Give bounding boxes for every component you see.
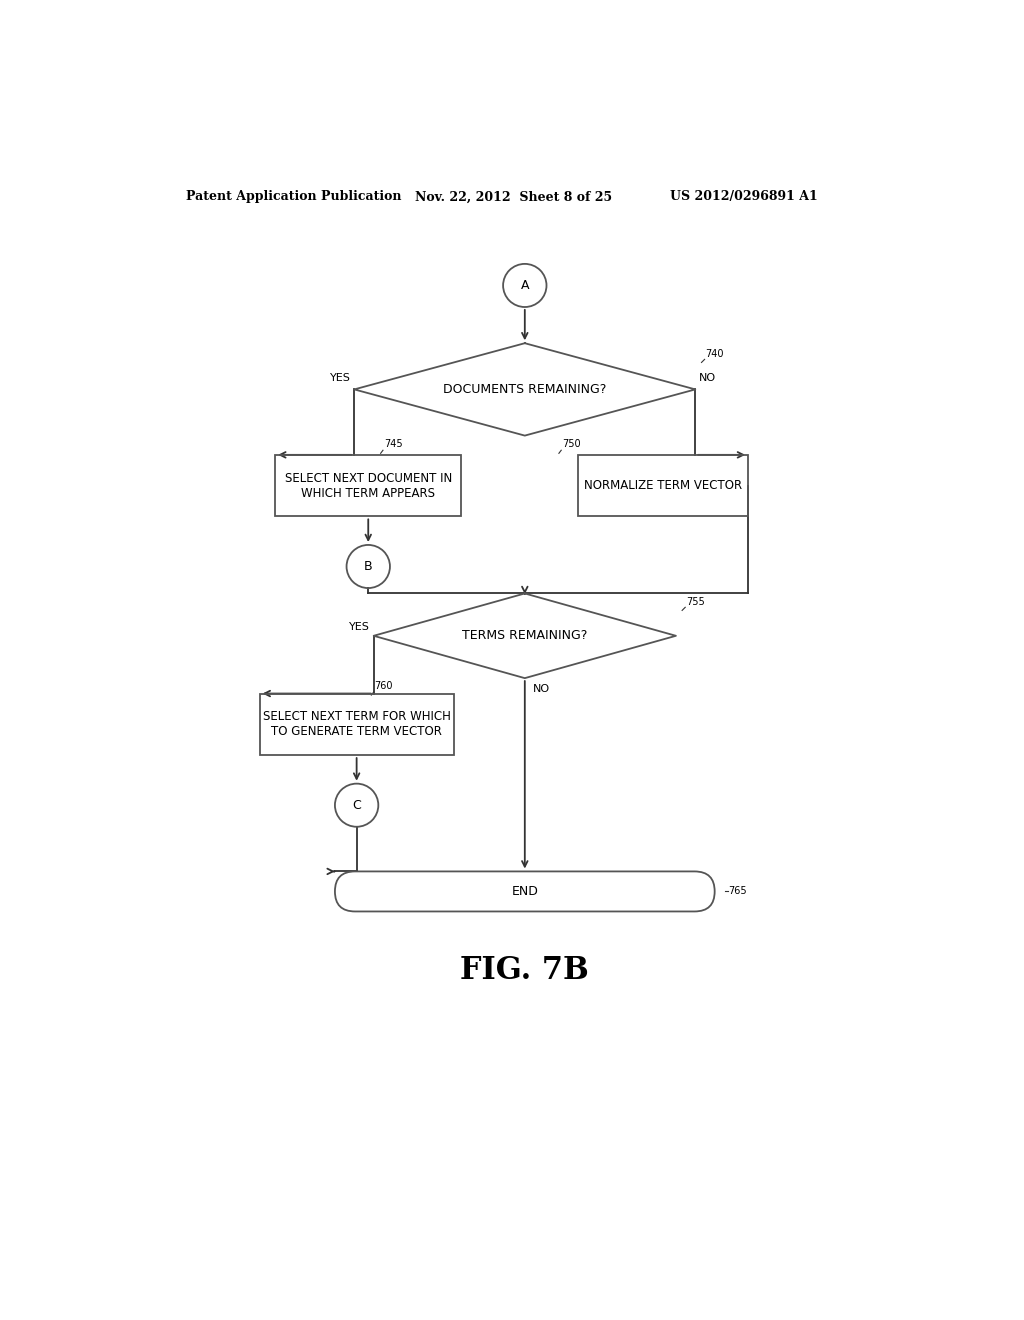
Text: NO: NO: [532, 684, 550, 694]
Text: END: END: [511, 884, 539, 898]
Text: 750: 750: [562, 440, 581, 449]
Text: NO: NO: [699, 374, 717, 383]
Bar: [578, 455, 748, 516]
Text: B: B: [364, 560, 373, 573]
Bar: [260, 693, 454, 755]
Text: SELECT NEXT DOCUMENT IN
WHICH TERM APPEARS: SELECT NEXT DOCUMENT IN WHICH TERM APPEA…: [285, 471, 452, 500]
Text: 740: 740: [706, 348, 724, 359]
Text: YES: YES: [330, 374, 350, 383]
Text: 765: 765: [729, 887, 748, 896]
Text: A: A: [520, 279, 529, 292]
Text: C: C: [352, 799, 361, 812]
Text: Nov. 22, 2012  Sheet 8 of 25: Nov. 22, 2012 Sheet 8 of 25: [415, 190, 612, 203]
Text: FIG. 7B: FIG. 7B: [461, 956, 589, 986]
Text: 755: 755: [686, 597, 705, 607]
Text: 760: 760: [375, 681, 393, 692]
Bar: [275, 455, 461, 516]
Text: NORMALIZE TERM VECTOR: NORMALIZE TERM VECTOR: [584, 479, 741, 492]
Text: Patent Application Publication: Patent Application Publication: [186, 190, 401, 203]
Text: YES: YES: [349, 622, 370, 632]
Text: DOCUMENTS REMAINING?: DOCUMENTS REMAINING?: [443, 383, 606, 396]
Text: SELECT NEXT TERM FOR WHICH
TO GENERATE TERM VECTOR: SELECT NEXT TERM FOR WHICH TO GENERATE T…: [263, 710, 451, 738]
Text: 745: 745: [384, 440, 402, 449]
Text: TERMS REMAINING?: TERMS REMAINING?: [462, 630, 588, 643]
Text: US 2012/0296891 A1: US 2012/0296891 A1: [671, 190, 818, 203]
